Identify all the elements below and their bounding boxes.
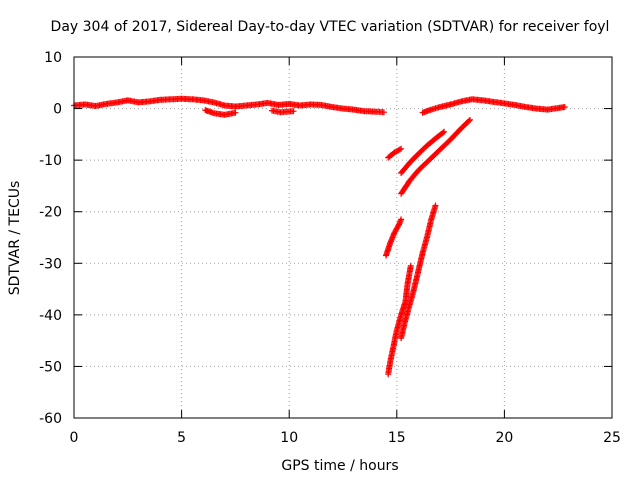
x-tick-label: 10 bbox=[280, 430, 298, 446]
x-tick-label: 25 bbox=[603, 430, 621, 446]
y-tick-label: 10 bbox=[44, 50, 62, 66]
data-point bbox=[441, 128, 448, 135]
data-point bbox=[467, 116, 473, 123]
data-point bbox=[398, 145, 405, 152]
data-point bbox=[398, 216, 405, 223]
x-tick-label: 20 bbox=[495, 430, 513, 446]
data-point bbox=[465, 117, 472, 124]
x-axis-label: GPS time / hours bbox=[281, 458, 398, 474]
chart-title: Day 304 of 2017, Sidereal Day-to-day VTE… bbox=[51, 19, 610, 35]
y-axis-label: SDTVAR / TECUs bbox=[7, 181, 23, 296]
axis-ticks: 0 5 10 15 20 25 10 0 -10 -20 -30 -40 -50 -60 bbox=[39, 50, 621, 446]
y-tick-label: -20 bbox=[39, 205, 62, 221]
y-tick-label: 0 bbox=[53, 102, 62, 118]
x-tick-label: 0 bbox=[70, 430, 79, 446]
y-tick-label: -60 bbox=[39, 411, 62, 427]
data-point bbox=[432, 202, 439, 209]
data-point bbox=[440, 129, 447, 136]
data-point bbox=[232, 109, 239, 116]
data-point bbox=[380, 109, 387, 116]
y-tick-label: -10 bbox=[39, 153, 62, 169]
data-point bbox=[561, 104, 568, 110]
y-tick-label: -40 bbox=[39, 308, 62, 324]
y-tick-label: -30 bbox=[39, 256, 62, 272]
data-point bbox=[290, 108, 297, 115]
data-point bbox=[407, 262, 414, 269]
x-tick-label: 15 bbox=[388, 430, 406, 446]
data-point bbox=[396, 146, 403, 153]
x-tick-label: 5 bbox=[177, 430, 186, 446]
plot-area-border bbox=[73, 56, 613, 419]
y-tick-label: -50 bbox=[39, 359, 62, 375]
data-points bbox=[71, 95, 568, 378]
